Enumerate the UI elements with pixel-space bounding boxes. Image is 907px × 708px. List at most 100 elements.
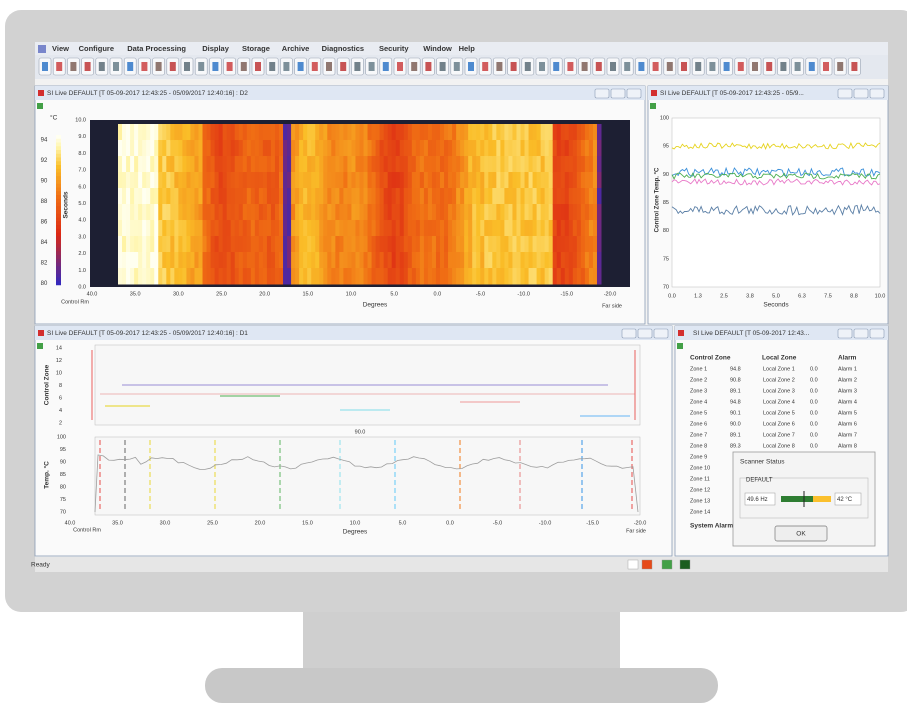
heatmap-cell — [581, 220, 586, 237]
heatmap-cell — [400, 140, 405, 157]
heatmap-cell — [211, 252, 216, 269]
window-control[interactable] — [627, 89, 641, 98]
heatmap-cell — [194, 236, 199, 253]
heatmap-cell — [440, 124, 445, 141]
heatmap-cell — [448, 220, 453, 237]
heatmap-cell — [275, 252, 280, 269]
window-control[interactable] — [854, 329, 868, 338]
heatmap-cell — [537, 204, 542, 221]
heatmap-cell — [577, 172, 582, 189]
heatmap-cell — [299, 252, 304, 269]
window-control[interactable] — [654, 329, 668, 338]
toolbar-glyph — [610, 62, 616, 71]
heatmap-cell — [158, 140, 163, 157]
window-control[interactable] — [595, 89, 609, 98]
heatmap-cell — [577, 220, 582, 237]
color-scale-cell — [56, 244, 61, 248]
heatmap-cell — [331, 188, 336, 205]
heatmap-cell — [508, 140, 513, 157]
heatmap-cell — [420, 236, 425, 253]
heatmap-cell — [581, 124, 586, 141]
heatmap-cell — [529, 140, 534, 157]
heatmap-cell — [263, 124, 268, 141]
heatmap-cell — [219, 268, 224, 285]
heatmap-cell — [368, 156, 373, 173]
toolbar-glyph — [42, 62, 48, 71]
heatmap-cell — [299, 172, 304, 189]
heatmap-cell — [170, 140, 175, 157]
heatmap-cell — [416, 156, 421, 173]
heatmap-cell — [190, 220, 195, 237]
axis-end-label: Far side — [602, 303, 622, 309]
heatmap-cell — [207, 236, 212, 253]
table-cell: Alarm 4 — [838, 399, 857, 405]
heatmap-cell — [484, 204, 489, 221]
heatmap-cell — [420, 124, 425, 141]
heatmap-cell — [166, 188, 171, 205]
heatmap-cell — [235, 220, 240, 237]
heatmap-cell — [307, 268, 312, 285]
heatmap-cell — [424, 172, 429, 189]
heatmap-cell — [174, 236, 179, 253]
x-tick-label: 30.0 — [160, 520, 171, 526]
x-tick-label: 6.3 — [798, 293, 806, 299]
window-control[interactable] — [838, 329, 852, 338]
heatmap-cell — [424, 140, 429, 157]
heatmap-cell — [259, 172, 264, 189]
color-scale-cell — [56, 266, 61, 270]
plot-area — [672, 118, 880, 287]
heatmap-cell — [267, 268, 272, 285]
x-tick-label: 8.8 — [850, 293, 858, 299]
heatmap-cell — [500, 172, 505, 189]
heatmap-cell — [138, 156, 143, 173]
heatmap-cell — [364, 124, 369, 141]
heatmap-cell — [247, 252, 252, 269]
monitor-neck — [303, 612, 620, 672]
heatmap-cell — [267, 188, 272, 205]
window-control[interactable] — [611, 89, 625, 98]
heatmap-cell — [351, 268, 356, 285]
heatmap-cell — [408, 220, 413, 237]
heatmap-cell — [529, 124, 534, 141]
color-scale-cell — [56, 150, 61, 154]
heatmap-cell — [404, 252, 409, 269]
heatmap-cell — [275, 236, 280, 253]
window-control[interactable] — [870, 329, 884, 338]
window-control[interactable] — [870, 89, 884, 98]
heatmap-cell — [275, 268, 280, 285]
window-control[interactable] — [638, 329, 652, 338]
window-control[interactable] — [854, 89, 868, 98]
heatmap-cell — [565, 156, 570, 173]
heatmap-cell — [444, 172, 449, 189]
heatmap-cell — [251, 124, 256, 141]
toolbar-glyph — [851, 62, 857, 71]
heatmap-cell — [508, 252, 513, 269]
heatmap-cell — [211, 220, 216, 237]
window-control[interactable] — [838, 89, 852, 98]
heatmap-cell — [428, 268, 433, 285]
heatmap-cell — [396, 236, 401, 253]
heatmap-cell — [327, 172, 332, 189]
heatmap-cell — [339, 172, 344, 189]
toolbar-glyph — [667, 62, 673, 71]
heatmap-cell — [178, 236, 183, 253]
toolbar-glyph — [695, 62, 701, 71]
heatmap-cell — [480, 204, 485, 221]
heatmap-cell — [569, 204, 574, 221]
heatmap-cell — [549, 140, 554, 157]
heatmap-cell — [194, 172, 199, 189]
heatmap-cell — [275, 124, 280, 141]
heatmap-cell — [235, 188, 240, 205]
heatmap-cell — [553, 220, 558, 237]
x-tick-label: 7.5 — [824, 293, 832, 299]
heatmap-cell — [194, 156, 199, 173]
heatmap-cell — [573, 252, 578, 269]
heatmap-cell — [142, 204, 147, 221]
y-tick-label: 80 — [663, 228, 669, 234]
heatmap-cell — [287, 220, 292, 237]
heatmap-cell — [335, 140, 340, 157]
toolbar-glyph — [738, 62, 744, 71]
window-control[interactable] — [622, 329, 636, 338]
heatmap-cell — [315, 140, 320, 157]
heatmap-cell — [593, 140, 598, 157]
